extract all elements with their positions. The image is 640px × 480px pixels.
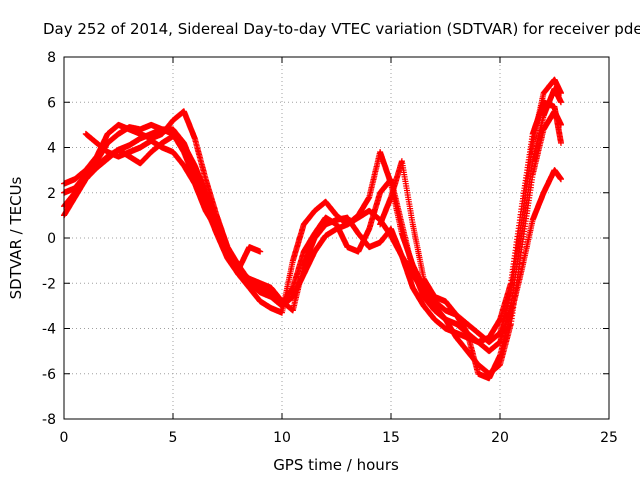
y-tick-label: -8 bbox=[42, 412, 56, 428]
data-markers bbox=[82, 130, 564, 382]
ticks: 0 5 10 15 20 25 -8 -6 -4 -2 0 2 4 6 8 bbox=[42, 50, 618, 446]
data-markers bbox=[61, 76, 564, 346]
y-axis-label: SDTVAR / TECUs bbox=[7, 176, 25, 299]
series-pass-4 bbox=[61, 99, 564, 346]
y-tick-label: 0 bbox=[47, 231, 56, 247]
x-tick-label: 15 bbox=[382, 430, 400, 446]
y-tick-label: -2 bbox=[42, 276, 56, 292]
chart-title: Day 252 of 2014, Sidereal Day-to-day VTE… bbox=[43, 20, 640, 38]
data-markers bbox=[61, 99, 564, 346]
plot-frame bbox=[63, 56, 610, 420]
y-tick-label: 6 bbox=[47, 95, 56, 111]
x-tick-label: 10 bbox=[273, 430, 291, 446]
x-tick-label: 0 bbox=[60, 430, 69, 446]
x-tick-label: 20 bbox=[491, 430, 509, 446]
y-tick-label: 8 bbox=[47, 50, 56, 66]
y-tick-label: 4 bbox=[47, 141, 56, 157]
y-tick-label: 2 bbox=[47, 186, 56, 202]
series-pass-5 bbox=[82, 130, 564, 382]
x-tick-label: 5 bbox=[169, 430, 178, 446]
series-pass-3 bbox=[61, 76, 564, 346]
x-axis-label: GPS time / hours bbox=[273, 456, 399, 474]
y-tick-label: -4 bbox=[42, 322, 56, 338]
series-layer bbox=[61, 76, 564, 382]
x-tick-label: 25 bbox=[600, 430, 618, 446]
y-tick-label: -6 bbox=[42, 367, 56, 383]
grid bbox=[64, 57, 609, 419]
